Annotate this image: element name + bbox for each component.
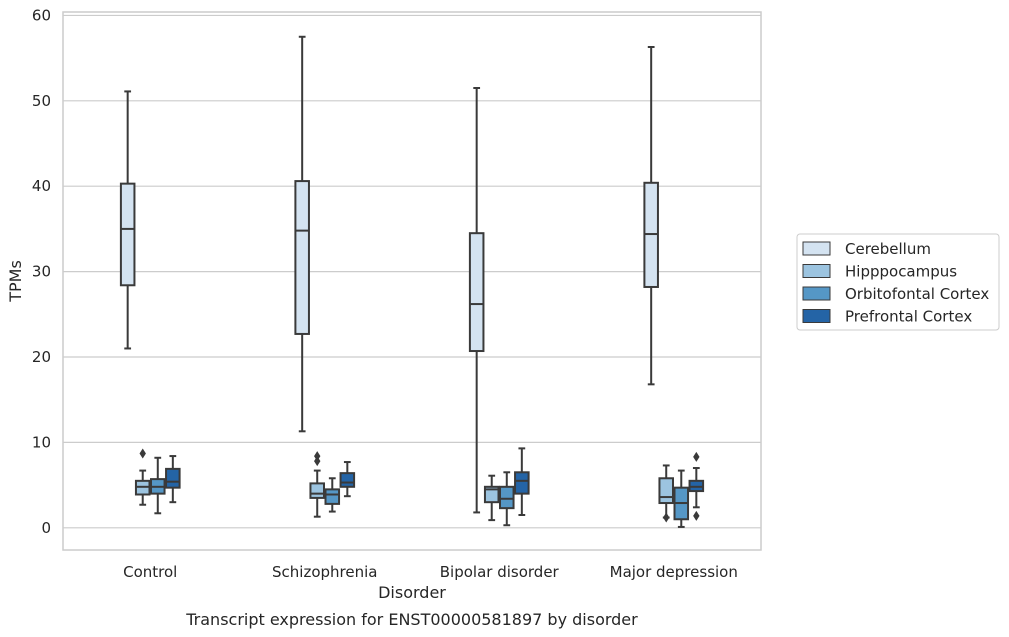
box-group [339, 461, 356, 498]
box-body [468, 232, 485, 353]
legend-label: Orbitofontal Cortex [845, 285, 989, 303]
box-body [483, 485, 500, 504]
box-group [165, 455, 181, 504]
box-body [165, 467, 181, 489]
y-tick-label: 0 [41, 519, 51, 537]
y-tick-label: 10 [32, 433, 51, 451]
legend-label: Cerebellum [845, 240, 931, 258]
plot-frame [62, 11, 762, 551]
box-group [483, 474, 500, 522]
outlier-point [314, 451, 321, 462]
x-tick-label: Major depression [610, 563, 738, 581]
gridlines [63, 14, 761, 529]
y-tick-label: 60 [32, 6, 51, 24]
box-body [499, 485, 515, 510]
box-body [309, 482, 325, 499]
box-group [119, 90, 136, 350]
x-tick-labels: Control Schizophrenia Bipolar disorder Majo… [123, 563, 738, 581]
box-group [324, 477, 341, 513]
y-axis-title: TPMs [6, 260, 25, 303]
y-tick-label: 20 [32, 348, 51, 366]
box-group [468, 87, 485, 514]
box-group [688, 451, 705, 521]
x-tick-label: Control [123, 563, 177, 581]
y-tick-labels: 0 10 20 30 40 50 60 [32, 6, 51, 536]
box-body [324, 488, 341, 505]
box-group [309, 451, 325, 518]
outlier-point [139, 448, 146, 459]
box-group [294, 35, 310, 433]
box-group [643, 46, 659, 386]
legend-frame [796, 233, 1000, 331]
box-body [119, 182, 136, 287]
outlier-point [314, 456, 321, 467]
x-tick-label: Schizophrenia [272, 563, 377, 581]
legend-swatch [802, 309, 831, 323]
box-group [514, 447, 530, 516]
boxes [119, 35, 705, 528]
box-group [150, 456, 166, 515]
box-body [658, 477, 674, 505]
legend: Cerebellum Hipppocampus Orbitofontal Corte… [796, 233, 1000, 331]
box-body [514, 471, 530, 495]
box-group [134, 448, 151, 506]
box-body [339, 472, 356, 488]
legend-label: Hipppocampus [845, 263, 957, 281]
legend-swatch [802, 241, 831, 256]
box-group [658, 464, 674, 523]
legend-swatch [802, 264, 831, 278]
outlier-point [693, 451, 700, 462]
legend-label: Prefrontal Cortex [845, 308, 972, 326]
box-group [673, 469, 690, 528]
y-tick-label: 30 [32, 263, 51, 281]
x-tick-label: Bipolar disorder [440, 563, 560, 581]
y-tick-label: 40 [32, 177, 51, 195]
outlier-point [693, 510, 700, 521]
y-tick-label: 50 [32, 92, 51, 110]
box-body [294, 180, 310, 335]
legend-swatch [802, 286, 831, 301]
figure-caption: Transcript expression for ENST0000058189… [185, 610, 638, 629]
outlier-point [663, 512, 670, 523]
box-group [499, 471, 515, 527]
x-axis-title: Disorder [378, 583, 446, 602]
